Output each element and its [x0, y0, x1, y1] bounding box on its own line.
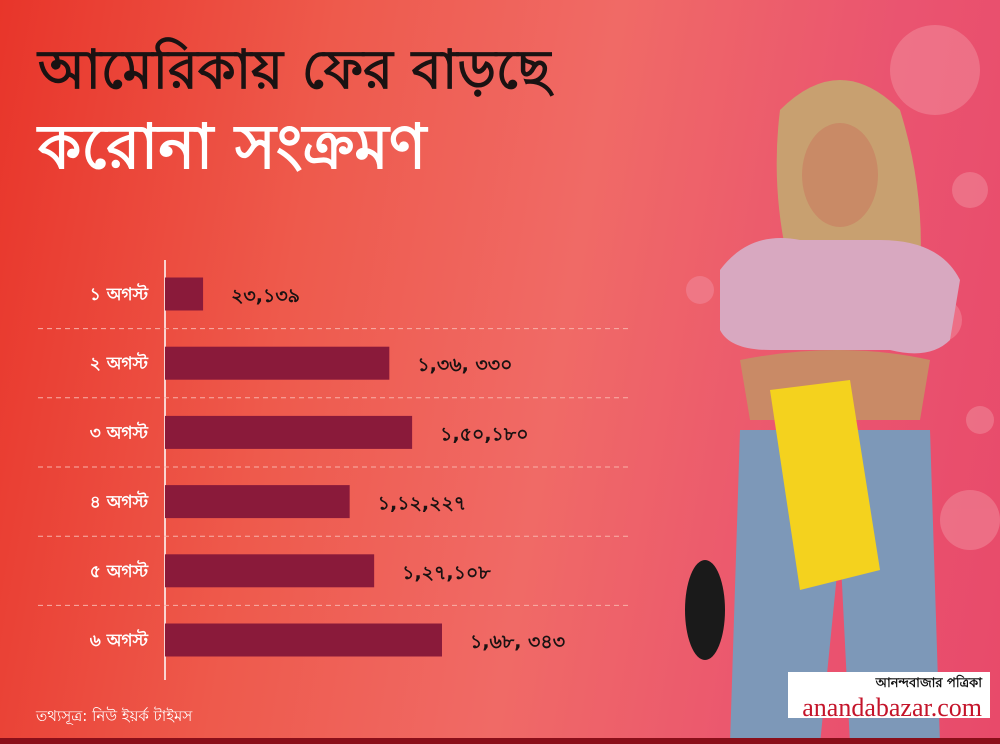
data-label: ১,৬৮, ৩৪৩: [470, 631, 565, 653]
bar: [165, 277, 204, 311]
title-line-1: আমেরিকায় ফের বাড়ছে: [38, 38, 551, 101]
logo-english: anandabazar.com: [802, 693, 982, 722]
category-label: ৬ অগস্ট: [90, 629, 149, 651]
source-note: তথ্যসূত্র: নিউ ইয়র্ক টাইমস: [36, 707, 193, 725]
data-label: ২৩,১৩৯: [231, 285, 300, 307]
bar: [165, 554, 375, 588]
bottom-bar: [0, 738, 1000, 744]
title-line-2: করোনা সংক্রমণ: [38, 110, 427, 183]
data-label: ১,১২,২২৭: [378, 493, 467, 515]
bar: [165, 415, 413, 449]
category-label: ৪ অগস্ট: [90, 491, 149, 513]
category-label: ৫ অগস্ট: [90, 560, 149, 582]
category-label: ২ অগস্ট: [90, 352, 149, 374]
bar: [165, 346, 390, 380]
category-label: ৩ অগস্ট: [90, 421, 149, 443]
data-label: ১,৩৬, ৩৩০: [417, 354, 512, 376]
data-label: ১,৫০,১৮০: [440, 423, 528, 445]
bar: [165, 623, 442, 657]
woman-photo: [685, 25, 1000, 744]
data-label: ১,২৭,১০৮: [402, 562, 491, 584]
bar: [165, 485, 350, 519]
category-label: ১ অগস্ট: [90, 283, 149, 305]
logo-bengali: আনন্দবাজার পত্রিকা: [875, 676, 982, 691]
anandabazar-logo[interactable]: আনন্দবাজার পত্রিকা anandabazar.com: [788, 672, 990, 722]
